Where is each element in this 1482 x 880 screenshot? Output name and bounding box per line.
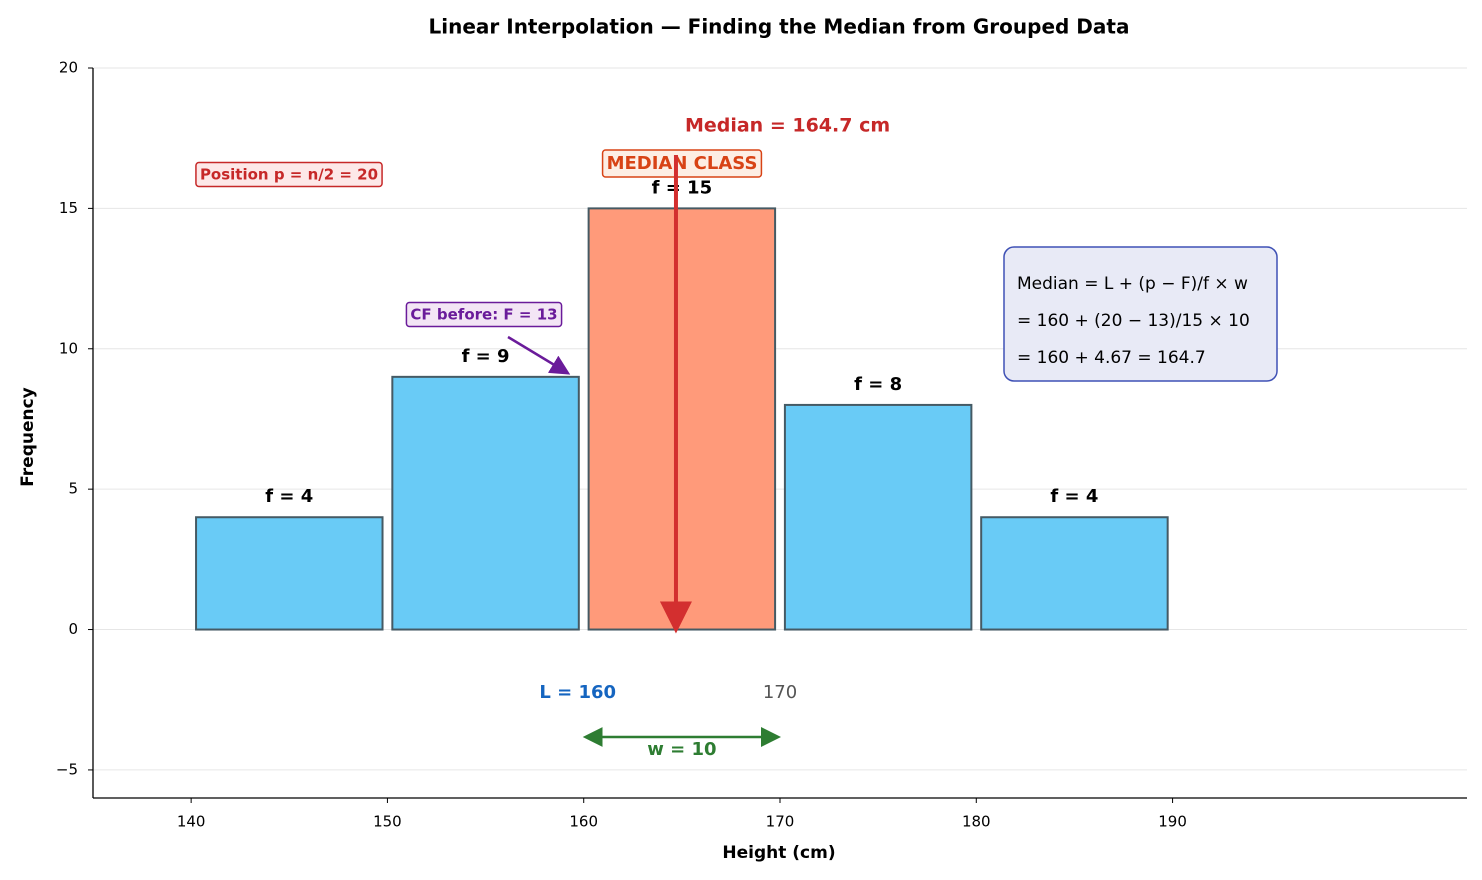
median-label: Median = 164.7 cm bbox=[685, 115, 890, 137]
median-class-label: MEDIAN CLASS bbox=[607, 153, 758, 174]
bar bbox=[587, 207, 777, 631]
x-tick-label: 150 bbox=[373, 813, 402, 831]
value-label: f = 4 bbox=[1050, 486, 1098, 507]
x-tick-label: 190 bbox=[1158, 813, 1187, 831]
chart-title: Linear Interpolation — Finding the Media… bbox=[429, 15, 1130, 39]
formula-line: = 160 + 4.67 = 164.7 bbox=[1017, 348, 1206, 368]
bar bbox=[391, 375, 580, 631]
value-label: f = 15 bbox=[652, 177, 713, 198]
x-axis-label: Height (cm) bbox=[722, 843, 835, 863]
lower-bound-label: L = 160 bbox=[539, 682, 616, 703]
cf-label: CF before: F = 13 bbox=[410, 306, 557, 324]
y-tick-label: −5 bbox=[56, 760, 78, 778]
y-tick-label: 5 bbox=[68, 480, 78, 498]
y-axis-label: Frequency bbox=[18, 387, 38, 487]
y-tick-label: 15 bbox=[59, 199, 78, 217]
x-tick-label: 180 bbox=[962, 813, 991, 831]
value-label: f = 8 bbox=[854, 374, 902, 395]
median-class-label-box bbox=[601, 149, 763, 178]
bar bbox=[195, 516, 384, 631]
cf-label-box bbox=[405, 301, 563, 328]
x-tick-label: 170 bbox=[766, 813, 795, 831]
value-label: f = 4 bbox=[265, 486, 313, 507]
formula-box bbox=[1003, 246, 1278, 382]
cf-arrow bbox=[507, 335, 571, 375]
bar bbox=[783, 403, 973, 631]
bar bbox=[980, 516, 1169, 631]
upper-bound-label: 170 bbox=[763, 682, 797, 703]
y-tick-label: 10 bbox=[59, 339, 78, 357]
width-label: w = 10 bbox=[647, 739, 716, 760]
formula-line: = 160 + (20 − 13)/15 × 10 bbox=[1017, 311, 1250, 331]
position-label-box bbox=[195, 161, 383, 188]
value-label: f = 9 bbox=[462, 346, 510, 367]
x-tick-label: 140 bbox=[177, 813, 206, 831]
x-tick-label: 160 bbox=[569, 813, 598, 831]
y-tick-label: 20 bbox=[59, 59, 78, 77]
position-label: Position p = n/2 = 20 bbox=[200, 166, 378, 184]
y-tick-label: 0 bbox=[68, 620, 78, 638]
formula-line: Median = L + (p − F)/f × w bbox=[1017, 274, 1248, 294]
